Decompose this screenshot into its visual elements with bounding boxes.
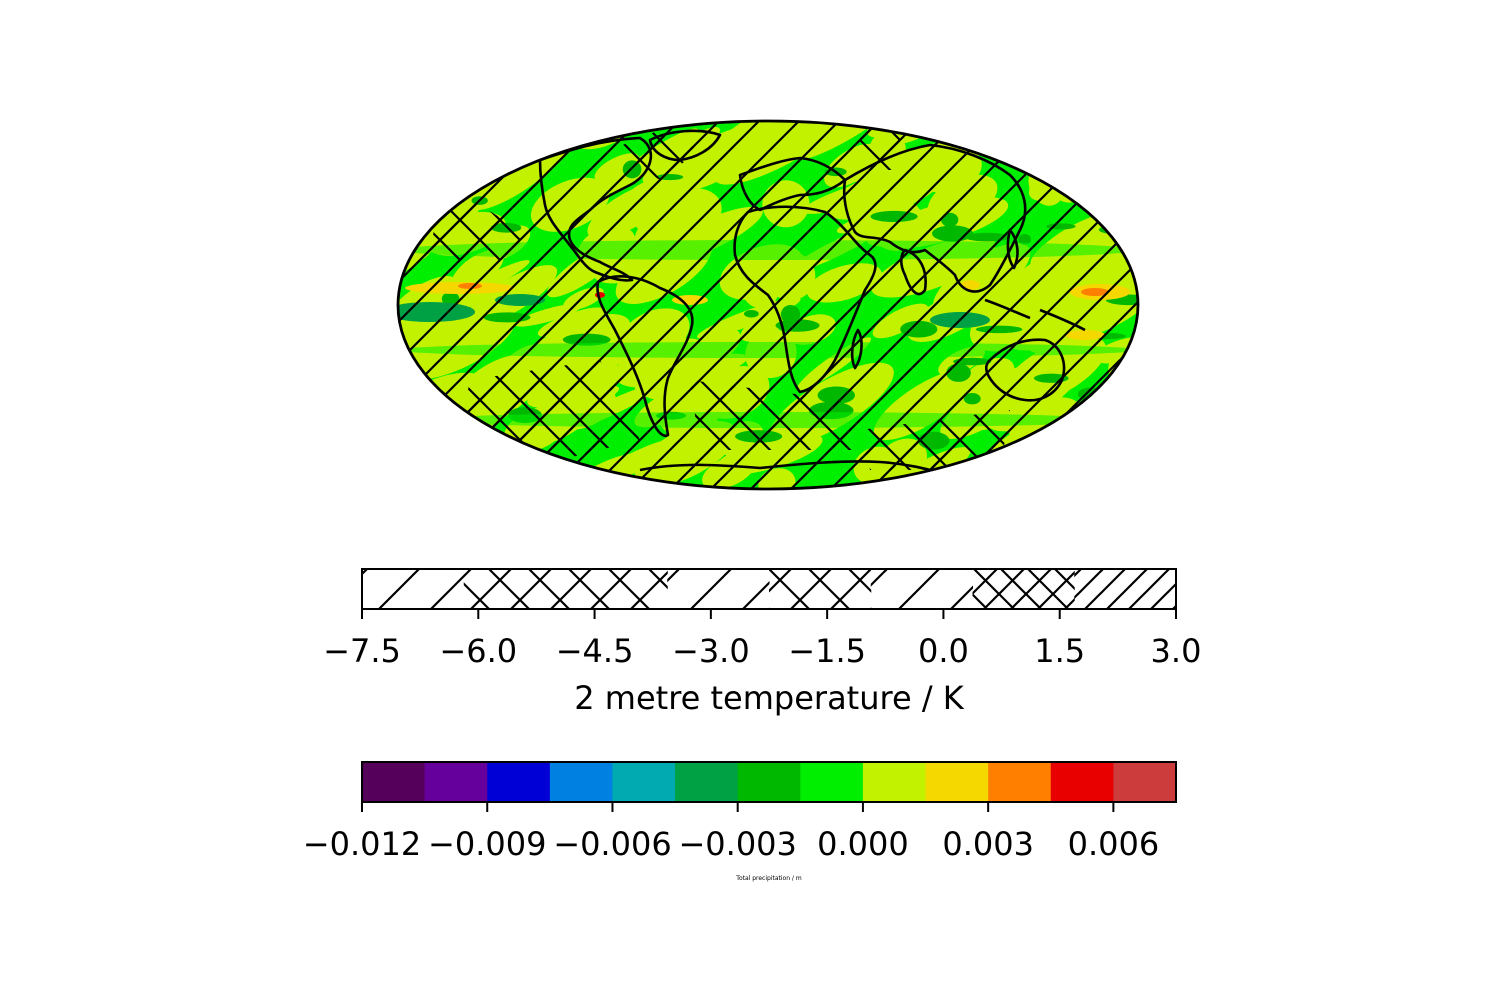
greenland-coast — [648, 129, 722, 162]
hatch-colorbar-tick-label-1: −6.0 — [439, 632, 517, 670]
hatch-colorbar-segment-3 — [667, 569, 770, 609]
antarctica-coast — [639, 460, 951, 477]
field-patch — [398, 150, 446, 190]
color-colorbar-tick-label-4: 0.000 — [817, 825, 909, 863]
globe-outline — [396, 119, 1140, 491]
hatch-colorbar-segment-7 — [1074, 569, 1177, 609]
hatch-colorbar-tick-label-2: −4.5 — [556, 632, 634, 670]
hatch-colorbar: −7.5 −6.0 −4.5 −3.0 −1.5 0.0 1.5 3.0 2 metre te… — [323, 568, 1201, 717]
asia-coast — [842, 143, 1027, 293]
color-colorbar-tick-label-2: −0.006 — [553, 825, 671, 863]
hatch-colorbar-segment-0 — [362, 569, 465, 609]
hatch-colorbar-segment-5 — [870, 569, 973, 609]
hatch-colorbar-tick-label-6: 1.5 — [1034, 632, 1085, 670]
hatch-colorbar-segment-1 — [463, 569, 566, 609]
color-colorbar-segment-0 — [362, 762, 426, 802]
color-colorbar-segment-4 — [612, 762, 676, 802]
color-colorbar-segment-3 — [549, 762, 613, 802]
color-colorbar: −0.012 −0.009 −0.006 −0.003 0.000 0.003 0.006 … — [303, 761, 1177, 882]
hatch-colorbar-tick-label-3: −3.0 — [672, 632, 750, 670]
field-patch — [959, 467, 1006, 489]
hatch-colorbar-segment-6 — [972, 569, 1075, 609]
japan-coast — [1006, 228, 1019, 270]
india-coast — [899, 248, 927, 296]
field-patch — [1072, 448, 1089, 465]
color-colorbar-segment-2 — [487, 762, 551, 802]
color-colorbar-segment-8 — [862, 762, 927, 802]
field-patch — [411, 441, 433, 458]
color-colorbar-tick-label-3: −0.003 — [678, 825, 796, 863]
color-colorbar-segment-12 — [1113, 762, 1177, 802]
color-colorbar-frame — [361, 761, 1177, 803]
field-patch — [1078, 121, 1138, 150]
field-patch — [1101, 121, 1138, 143]
hatch-colorbar-tick-label-5: 0.0 — [918, 632, 969, 670]
color-colorbar-segment-6 — [737, 762, 801, 802]
field-patch — [1055, 429, 1138, 489]
color-colorbar-segment-5 — [675, 762, 739, 802]
map-panel — [396, 119, 1140, 491]
color-colorbar-segment-7 — [800, 762, 864, 802]
field-patch — [475, 121, 569, 148]
field-patch — [1065, 133, 1130, 176]
color-colorbar-tick-label-6: 0.006 — [1068, 825, 1160, 863]
field-patch — [1085, 193, 1108, 203]
color-colorbar-tick-label-1: −0.009 — [428, 825, 546, 863]
south-america-coast — [596, 275, 694, 438]
field-patch — [398, 358, 417, 376]
maritime-se-asia-coast — [984, 298, 1086, 332]
field-patch — [436, 121, 548, 155]
australia-coast — [984, 338, 1066, 402]
color-colorbar-tick-label-0: −0.012 — [303, 825, 421, 863]
hatch-colorbar-label: 2 metre temperature / K — [574, 679, 965, 717]
color-colorbar-segments — [362, 762, 1177, 802]
hatch-colorbar-ticks: −7.5 −6.0 −4.5 −3.0 −1.5 0.0 1.5 3.0 — [323, 609, 1201, 670]
color-colorbar-segment-9 — [925, 762, 989, 802]
hatch-colorbar-tick-label-7: 3.0 — [1151, 632, 1202, 670]
field-patch — [437, 128, 486, 166]
hatch-colorbar-tick-label-4: −1.5 — [788, 632, 866, 670]
color-colorbar-segment-11 — [1050, 762, 1114, 802]
field-patch — [428, 121, 506, 164]
color-colorbar-ticks: −0.012 −0.009 −0.006 −0.003 0.000 0.003 0.006 — [303, 802, 1159, 863]
field-patch — [1120, 121, 1138, 140]
field-patch — [485, 455, 531, 489]
field-patch — [1033, 121, 1138, 175]
madagascar-coast — [850, 328, 863, 370]
hatch-colorbar-segment-2 — [565, 569, 668, 609]
africa-coast — [733, 205, 877, 394]
hatch-colorbar-tick-label-0: −7.5 — [323, 632, 401, 670]
color-colorbar-tick-label-5: 0.003 — [942, 825, 1034, 863]
hatch-colorbar-segment-4 — [769, 569, 872, 609]
color-colorbar-segment-10 — [988, 762, 1052, 802]
field-patch — [468, 146, 487, 164]
field-patch — [457, 165, 499, 175]
coastlines — [538, 129, 1086, 477]
color-colorbar-label: Total precipitation / m — [735, 875, 802, 882]
field-patch — [398, 415, 437, 432]
hatch-colorbar-segments — [362, 569, 1177, 609]
hatching-layer — [398, 121, 1138, 489]
north-america-coast — [538, 136, 653, 282]
hatch-colorbar-frame — [361, 568, 1177, 610]
color-colorbar-segment-1 — [424, 762, 488, 802]
